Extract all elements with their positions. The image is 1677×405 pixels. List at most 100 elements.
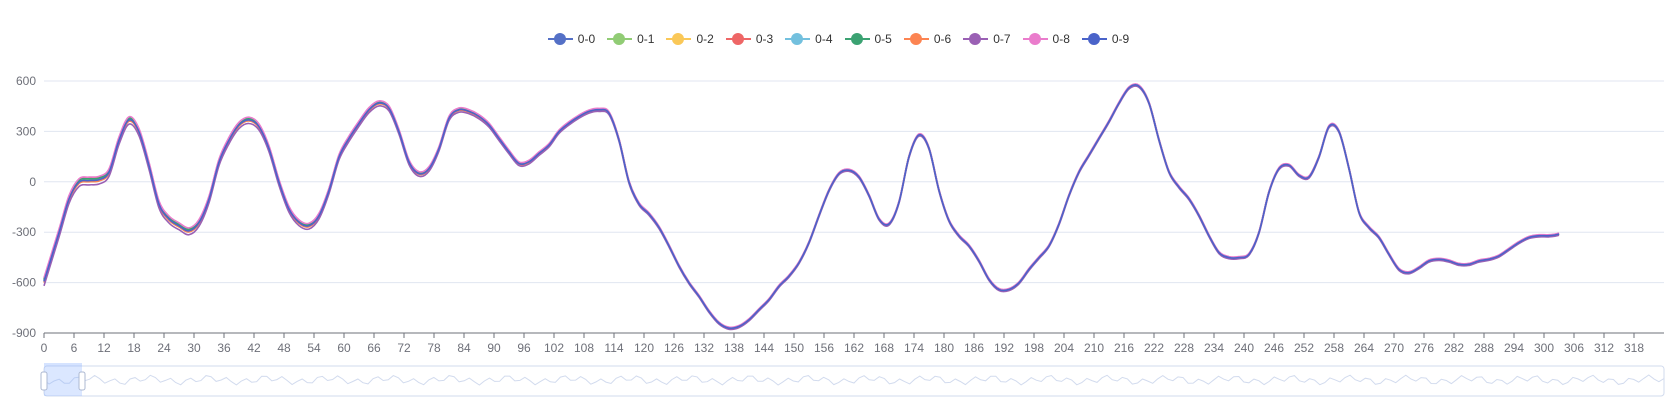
series-group xyxy=(43,83,1560,331)
x-tick-label: 312 xyxy=(1594,341,1614,355)
series-line-0-7 xyxy=(43,85,1560,331)
x-tick-label: 216 xyxy=(1114,341,1134,355)
datazoom-move-bar xyxy=(44,363,82,366)
legend-item-0-4[interactable]: 0-4 xyxy=(785,32,833,46)
legend-label: 0-2 xyxy=(696,32,714,46)
x-tick-label: 228 xyxy=(1174,341,1194,355)
series-line-0-2 xyxy=(43,84,1560,330)
x-tick-label: 204 xyxy=(1054,341,1074,355)
x-tick-label: 246 xyxy=(1264,341,1284,355)
x-tick-label: 114 xyxy=(604,341,623,355)
y-tick-label: 600 xyxy=(16,74,36,88)
legend-label: 0-7 xyxy=(993,32,1011,46)
legend-marker-icon xyxy=(1081,32,1107,46)
legend-marker-icon xyxy=(1022,32,1048,46)
legend-marker-icon xyxy=(785,32,811,46)
x-tick-label: 48 xyxy=(277,341,291,355)
legend-item-0-6[interactable]: 0-6 xyxy=(903,32,952,46)
x-tick-label: 294 xyxy=(1504,341,1524,355)
x-tick-label: 108 xyxy=(574,341,594,355)
x-tick-label: 306 xyxy=(1564,341,1584,355)
x-tick-label: 318 xyxy=(1624,341,1644,355)
x-tick-label: 198 xyxy=(1024,341,1044,355)
x-tick-label: 138 xyxy=(724,341,744,355)
legend-item-0-2[interactable]: 0-2 xyxy=(666,32,714,46)
legend-marker-icon xyxy=(963,32,989,46)
x-tick-label: 72 xyxy=(397,341,411,355)
x-tick-label: 18 xyxy=(127,341,141,355)
x-tick-label: 210 xyxy=(1084,341,1104,355)
legend-item-0-9[interactable]: 0-9 xyxy=(1081,32,1130,46)
x-tick-label: 0 xyxy=(41,341,48,355)
x-tick-label: 180 xyxy=(934,341,954,355)
x-tick-label: 6 xyxy=(71,341,78,355)
x-tick-label: 144 xyxy=(754,341,774,355)
x-tick-label: 78 xyxy=(427,341,441,355)
x-tick-label: 252 xyxy=(1294,341,1314,355)
legend-item-0-8[interactable]: 0-8 xyxy=(1022,32,1070,46)
x-tick-label: 96 xyxy=(517,341,531,355)
x-tick-label: 42 xyxy=(247,341,261,355)
x-tick-label: 234 xyxy=(1204,341,1224,355)
x-tick-label: 30 xyxy=(187,341,201,355)
chart-legend: 0-0 0-1 0-2 0-3 0-4 0-5 0-6 0-7 0-8 0-9 xyxy=(0,32,1677,46)
x-tick-label: 168 xyxy=(874,341,894,355)
legend-label: 0-5 xyxy=(874,32,892,46)
series-line-0-0 xyxy=(43,83,1560,329)
legend-item-0-3[interactable]: 0-3 xyxy=(725,32,774,46)
y-tick-label: -300 xyxy=(12,225,36,239)
legend-item-0-1[interactable]: 0-1 xyxy=(607,32,654,46)
x-tick-label: 132 xyxy=(694,341,714,355)
x-tick-label: 222 xyxy=(1144,341,1164,355)
legend-label: 0-4 xyxy=(815,32,833,46)
legend-marker-icon xyxy=(903,32,929,46)
legend-marker-icon xyxy=(607,32,633,46)
x-tick-label: 288 xyxy=(1474,341,1494,355)
legend-marker-icon xyxy=(666,32,692,46)
series-line-0-3 xyxy=(43,83,1560,329)
series-line-0-5 xyxy=(43,83,1560,329)
legend-marker-icon xyxy=(844,32,870,46)
x-tick-label: 186 xyxy=(964,341,984,355)
legend-label: 0-6 xyxy=(933,32,952,46)
series-line-0-6 xyxy=(43,84,1560,330)
x-tick-label: 270 xyxy=(1384,341,1404,355)
datazoom-selection xyxy=(44,366,82,396)
legend-item-0-7[interactable]: 0-7 xyxy=(963,32,1011,46)
x-tick-label: 54 xyxy=(307,341,321,355)
legend-item-0-0[interactable]: 0-0 xyxy=(547,32,596,46)
x-tick-label: 156 xyxy=(814,341,834,355)
x-tick-label: 192 xyxy=(994,341,1014,355)
legend-label: 0-3 xyxy=(755,32,774,46)
datazoom-preview-line xyxy=(43,374,1665,386)
legend-label: 0-9 xyxy=(1111,32,1130,46)
x-tick-label: 276 xyxy=(1414,341,1434,355)
x-tick-label: 240 xyxy=(1234,341,1254,355)
x-tick-label: 120 xyxy=(634,341,654,355)
x-tick-label: 264 xyxy=(1354,341,1374,355)
legend-label: 0-0 xyxy=(577,32,596,46)
x-tick-label: 102 xyxy=(544,341,564,355)
x-tick-label: 12 xyxy=(97,341,111,355)
x-tick-label: 174 xyxy=(904,341,924,355)
datazoom-left-handle[interactable] xyxy=(40,371,48,391)
y-tick-label: 300 xyxy=(16,124,36,138)
legend-label: 0-8 xyxy=(1052,32,1070,46)
x-tick-label: 258 xyxy=(1324,341,1344,355)
x-tick-label: 162 xyxy=(844,341,864,355)
series-line-0-4 xyxy=(43,84,1560,330)
legend-item-0-5[interactable]: 0-5 xyxy=(844,32,892,46)
x-tick-label: 300 xyxy=(1534,341,1554,355)
datazoom-right-handle[interactable] xyxy=(78,371,86,391)
x-tick-label: 24 xyxy=(157,341,171,355)
x-tick-label: 282 xyxy=(1444,341,1464,355)
x-tick-label: 90 xyxy=(487,341,501,355)
x-tick-label: 36 xyxy=(217,341,231,355)
x-tick-label: 84 xyxy=(457,341,471,355)
x-tick-label: 150 xyxy=(784,341,804,355)
x-tick-label: 66 xyxy=(367,341,381,355)
series-line-0-9 xyxy=(43,84,1560,330)
series-line-0-1 xyxy=(43,83,1560,329)
